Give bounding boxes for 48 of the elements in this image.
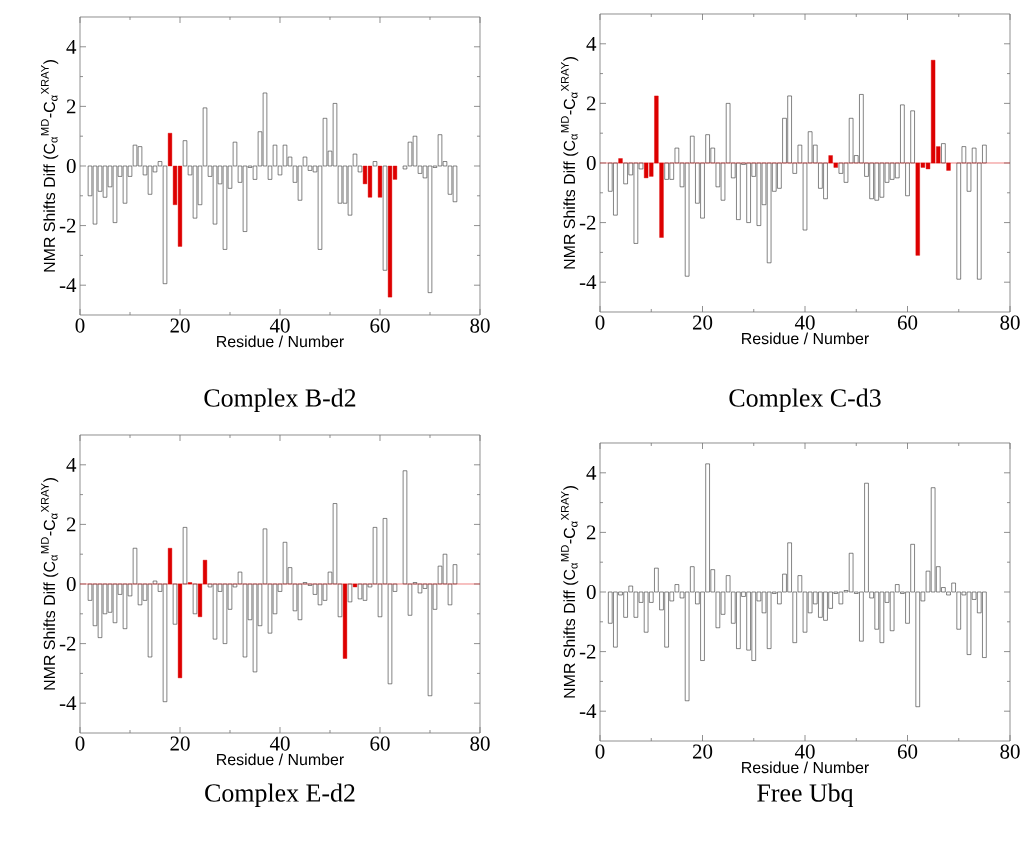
y-tick-label: 0 (66, 158, 76, 174)
x-tick-label: 60 (370, 318, 390, 333)
y-axis-title: NMR Shifts Diff (C$_{α}$$^{MD}$-C$_{α}$$^{XRAY}$) (40, 478, 59, 690)
y-tick-label: -4 (59, 696, 77, 711)
x-tick-label: 40 (794, 315, 815, 330)
y-tick-label: 2 (66, 517, 76, 532)
y-tick-label: 2 (66, 99, 76, 114)
x-tick-label: 60 (897, 315, 918, 330)
y-axis-title: NMR Shifts Diff (C$_{α}$$^{MD}$-C$_{α}$$^{XRAY}$) (561, 486, 579, 698)
y-tick-label: -4 (579, 704, 597, 719)
y-tick-label: 2 (586, 525, 596, 540)
x-tick-label: 20 (170, 318, 190, 333)
y-tick-label: 4 (586, 465, 597, 480)
y-tick-label: -2 (59, 218, 76, 233)
y-tick-label: -4 (59, 278, 77, 293)
x-tick-label: 80 (470, 736, 490, 751)
y-tick-label: 4 (66, 457, 77, 472)
x-tick-label: 40 (794, 744, 815, 759)
x-tick-label: 20 (692, 315, 713, 330)
x-tick-label: 40 (269, 736, 290, 751)
y-tick-label: -4 (579, 275, 597, 290)
y-tick-label: 0 (66, 576, 76, 592)
y-tick-label: 0 (586, 584, 596, 600)
x-tick-label: 60 (897, 744, 918, 759)
x-tick-label: 80 (1000, 315, 1020, 330)
x-tick-label: 80 (470, 318, 490, 333)
y-tick-label: -2 (579, 644, 596, 659)
y-tick-label: -2 (59, 636, 76, 651)
text: Free Ubq (757, 783, 854, 808)
text: Complex E-d2 (205, 783, 355, 808)
x-axis-title: Residue / Number (217, 753, 344, 766)
x-axis-title: Residue / Number (742, 761, 869, 774)
x-axis-title: Residue / Number (742, 332, 869, 345)
x-axis-title: Residue / Number (217, 335, 344, 348)
text: Complex C-d3 (729, 388, 881, 413)
y-tick-label: 4 (586, 36, 597, 51)
x-tick-label: 60 (370, 736, 390, 751)
y-axis-title: NMR Shifts Diff (C$_{α}$$^{MD}$-C$_{α}$$^{XRAY}$) (561, 57, 579, 269)
y-tick-label: -2 (579, 215, 596, 230)
x-tick-label: 20 (170, 736, 190, 751)
y-tick-label: 2 (586, 96, 596, 111)
x-tick-label: 40 (269, 318, 290, 333)
y-tick-label: 4 (66, 39, 77, 54)
x-tick-label: 80 (1000, 744, 1020, 759)
text: Complex B-d2 (204, 388, 356, 413)
x-tick-label: 20 (692, 744, 713, 759)
y-axis-title: NMR Shifts Diff (C$_{α}$$^{MD}$-C$_{α}$$^{XRAY}$) (40, 60, 59, 272)
y-tick-label: 0 (586, 155, 596, 171)
